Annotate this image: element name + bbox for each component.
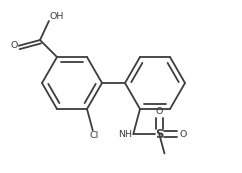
Text: S: S bbox=[155, 128, 163, 141]
Text: OH: OH bbox=[50, 12, 64, 21]
Text: Cl: Cl bbox=[89, 131, 98, 140]
Text: O: O bbox=[179, 130, 187, 139]
Text: O: O bbox=[156, 107, 163, 116]
Text: NH: NH bbox=[118, 130, 132, 139]
Text: O: O bbox=[10, 41, 18, 50]
